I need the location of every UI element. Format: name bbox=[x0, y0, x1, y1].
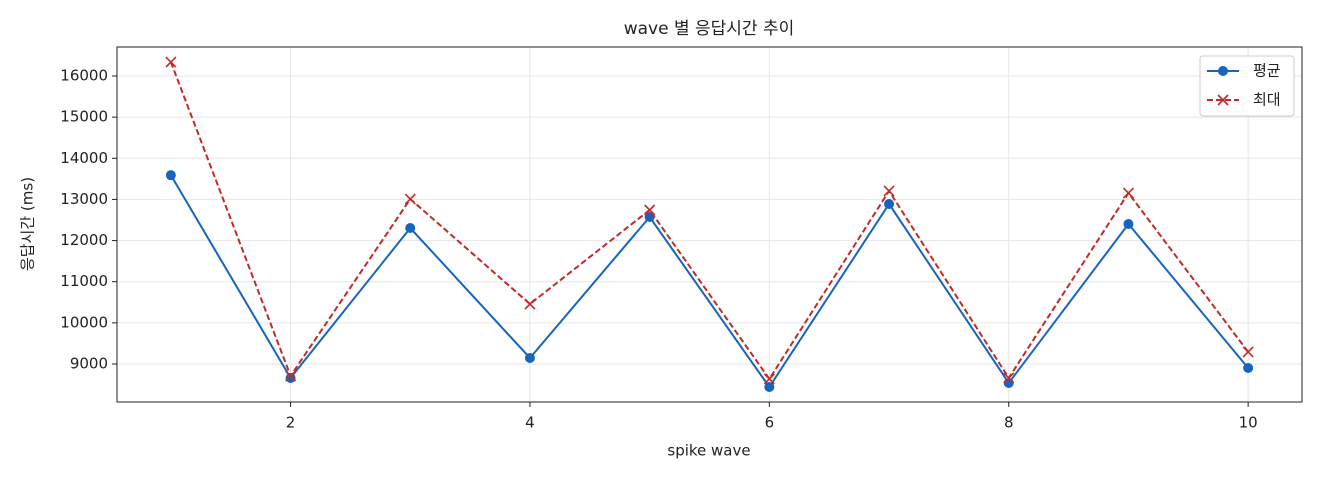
legend-marker bbox=[1218, 66, 1228, 76]
point bbox=[285, 372, 296, 383]
y-tick-label: 13000 bbox=[60, 190, 108, 208]
y-tick-label: 11000 bbox=[60, 272, 108, 290]
point bbox=[165, 170, 176, 181]
x-tick-label: 10 bbox=[1239, 414, 1258, 432]
x-tick-label: 4 bbox=[525, 414, 535, 432]
point bbox=[404, 193, 416, 205]
x-tick-label: 2 bbox=[286, 414, 296, 432]
plot-frame bbox=[116, 46, 1303, 403]
x-axis-label: spike wave bbox=[667, 442, 750, 460]
point bbox=[1242, 346, 1254, 358]
y-tick-label: 16000 bbox=[60, 67, 108, 85]
point bbox=[884, 198, 895, 209]
point bbox=[883, 185, 895, 197]
point bbox=[524, 352, 535, 363]
y-axis-label: 응답시간 (ms) bbox=[19, 177, 37, 271]
x-tick-label: 8 bbox=[1004, 414, 1014, 432]
point bbox=[764, 381, 775, 392]
series-line bbox=[170, 174, 1249, 389]
legend-marker bbox=[1217, 94, 1229, 106]
point bbox=[165, 56, 177, 68]
chart-title: wave 별 응답시간 추이 bbox=[624, 19, 795, 39]
point bbox=[524, 298, 536, 310]
point bbox=[284, 370, 297, 382]
point bbox=[644, 204, 656, 216]
point bbox=[405, 223, 416, 234]
legend-label: 평균 bbox=[1253, 62, 1281, 80]
legend-label: 최대 bbox=[1253, 91, 1281, 109]
point bbox=[1003, 372, 1015, 384]
point bbox=[763, 373, 775, 385]
y-tick-label: 14000 bbox=[60, 149, 108, 167]
point bbox=[1122, 187, 1135, 199]
x-tick-label: 6 bbox=[765, 414, 775, 432]
y-tick-label: 15000 bbox=[60, 108, 108, 126]
point bbox=[1123, 218, 1134, 229]
point bbox=[1243, 362, 1254, 373]
y-tick-label: 9000 bbox=[70, 354, 108, 372]
series-line bbox=[169, 61, 1249, 381]
y-tick-label: 10000 bbox=[60, 313, 108, 331]
y-tick-label: 12000 bbox=[60, 231, 108, 249]
